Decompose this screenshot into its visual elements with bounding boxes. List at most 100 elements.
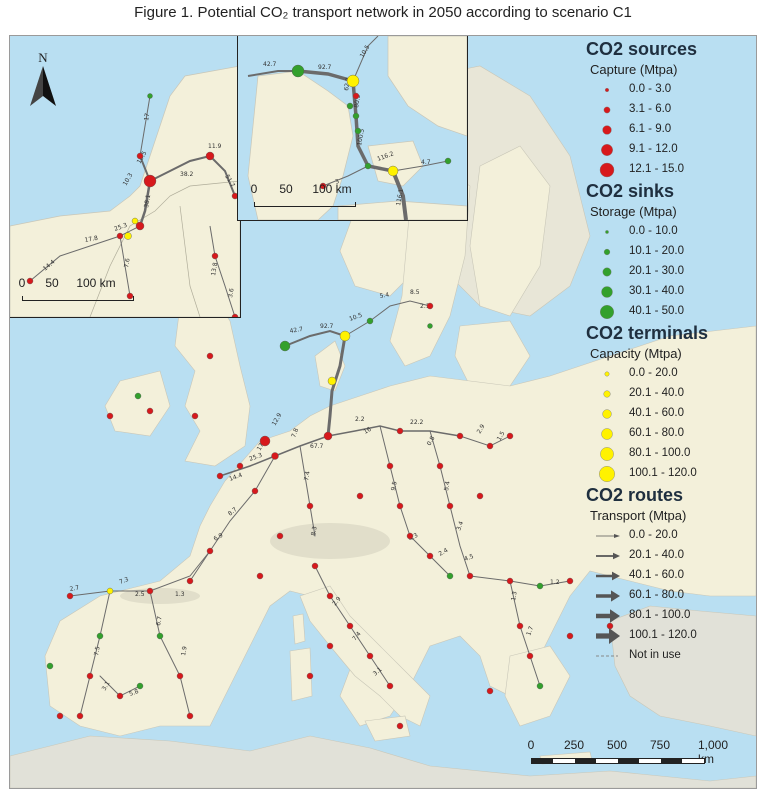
co2-terminal-point: [327, 376, 337, 386]
legend-label: 100.1 - 120.0: [629, 629, 697, 641]
route-line: [284, 329, 346, 347]
co2-sink-point: [536, 582, 544, 590]
co2-source-point: [306, 502, 314, 510]
legend-routes-heading: CO2 routes: [586, 485, 684, 505]
legend-label: 9.1 - 12.0: [629, 143, 678, 155]
co2-sink-point: [46, 662, 54, 670]
legend-item-route: 80.1 - 100.0: [586, 606, 756, 626]
route-flow-label: 8.3: [310, 526, 319, 537]
co2-source-point: [426, 552, 434, 560]
legend-item-sink: 10.1 - 20.0: [586, 242, 756, 262]
scale-tick: 100 km: [76, 276, 116, 290]
legend-item-route: 60.1 - 80.0: [586, 586, 756, 606]
route-flow-label: 7.4: [303, 471, 312, 482]
co2-source-point: [326, 642, 334, 650]
legend-symbol-route: [596, 534, 620, 538]
legend-symbol-sink: [601, 286, 613, 298]
co2-source-point: [211, 252, 219, 260]
route-line: [322, 165, 369, 187]
legend-label: 40.1 - 60.0: [629, 569, 684, 581]
legend-item-source: 6.1 - 9.0: [586, 120, 756, 140]
co2-source-point: [456, 432, 464, 440]
legend-sources-heading: CO2 sources: [586, 39, 698, 59]
legend-label: 10.1 - 20.0: [629, 245, 684, 257]
route-flow-label: 7.8: [290, 427, 300, 439]
scale-tick: 100 km: [312, 182, 352, 196]
co2-terminal-point: [131, 217, 139, 225]
co2-source-point: [116, 232, 124, 240]
co2-source-point: [366, 652, 374, 660]
co2-source-point: [206, 352, 214, 360]
legend-symbol-terminal: [599, 466, 615, 482]
land-germany-inset: [337, 200, 467, 220]
route-flow-label: 9.5: [390, 481, 399, 492]
co2-source-point: [396, 427, 404, 435]
route-line: [189, 455, 276, 582]
co2-source-point: [186, 577, 194, 585]
route-line: [79, 590, 111, 717]
route-line: [352, 36, 379, 82]
route-line: [209, 225, 236, 317]
co2-source-point: [319, 182, 327, 190]
route-flow-label: 0.8: [426, 435, 437, 447]
legend-label: 60.1 - 80.0: [629, 427, 684, 439]
co2-source-point: [326, 592, 334, 600]
land-continent: [44, 325, 756, 737]
legend-label: 6.1 - 9.0: [629, 123, 672, 135]
route-flow-label: 1.3: [175, 591, 185, 598]
legend-symbol-source: [599, 162, 615, 178]
route-flow-label: 4.7: [421, 159, 431, 166]
co2-source-point: [346, 622, 354, 630]
route-flow-label: 16: [363, 426, 373, 436]
route-flow-label: 92.7: [320, 323, 334, 330]
legend-label: 60.1 - 80.0: [629, 589, 684, 601]
route-flow-label: 1.2: [550, 579, 560, 586]
co2-sink-point: [427, 323, 433, 329]
legend-sinks-sub: Storage (Mtpa): [590, 204, 677, 219]
inset-denmark-scale: 0 50 100 km: [246, 182, 366, 218]
co2-source-point: [143, 174, 157, 188]
co2-source-point: [406, 532, 414, 540]
land-uk: [174, 290, 251, 467]
scale-bar: [22, 296, 134, 301]
legend-symbol-source: [604, 87, 609, 92]
main-map: 42.7 92.7 10.5 5.4 8.52.1 12.9 7.8 2.2 16 22.2 2.9…: [10, 65, 756, 788]
co2-terminal-point: [124, 232, 132, 240]
scale-tick: 500: [606, 738, 628, 752]
legend-label: Not in use: [629, 649, 681, 661]
legend-symbol-terminal: [601, 428, 613, 440]
route-flow-label: 80.9: [353, 94, 362, 109]
scale-tick: 250: [563, 738, 585, 752]
route-flow-label: 17: [143, 112, 151, 121]
legend-label: 3.1 - 6.0: [629, 103, 672, 115]
legend-item-terminal: 80.1 - 100.0: [586, 444, 756, 464]
co2-source-point: [276, 532, 284, 540]
legend-symbol-sink: [603, 248, 611, 256]
route-flow-label: 10.5: [348, 312, 363, 323]
route-flow-label: 2.5: [135, 591, 145, 598]
legend-label: 20.1 - 40.0: [629, 387, 684, 399]
land-sicily: [364, 715, 411, 742]
inset-benelux-map: 1716.538.211.951.710.338.117.825.314.47.…: [10, 65, 240, 317]
legend-symbol-route: [596, 655, 618, 657]
scale-tick: 750: [649, 738, 671, 752]
co2-source-point: [323, 431, 333, 441]
route-flow-label: 10.3: [122, 172, 135, 187]
co2-terminal-point: [387, 165, 399, 177]
map-legend: CO2 sources Capture (Mtpa) 0.0 - 3.0 3.1 …: [586, 38, 756, 666]
land-ireland: [104, 370, 171, 437]
north-arrow-icon: [30, 66, 56, 106]
route-flow-label: 8.7: [227, 506, 239, 518]
legend-label: 0.0 - 20.0: [629, 529, 678, 541]
inset-benelux: 1716.538.211.951.710.338.117.825.314.47.…: [10, 36, 241, 318]
route-flow-label: 2.4: [438, 547, 450, 558]
co2-source-point: [106, 412, 114, 420]
co2-terminal-point: [339, 330, 351, 342]
route-flow-label: 38.2: [180, 171, 194, 178]
legend-label: 12.1 - 15.0: [629, 163, 684, 175]
inset-benelux-scale: 0 50 100 km: [14, 276, 144, 316]
legend-item-terminal: 100.1 - 120.0: [586, 464, 756, 484]
co2-source-point: [486, 687, 494, 695]
legend-label: 80.1 - 100.0: [629, 447, 691, 459]
legend-item-route: 100.1 - 120.0: [586, 626, 756, 646]
